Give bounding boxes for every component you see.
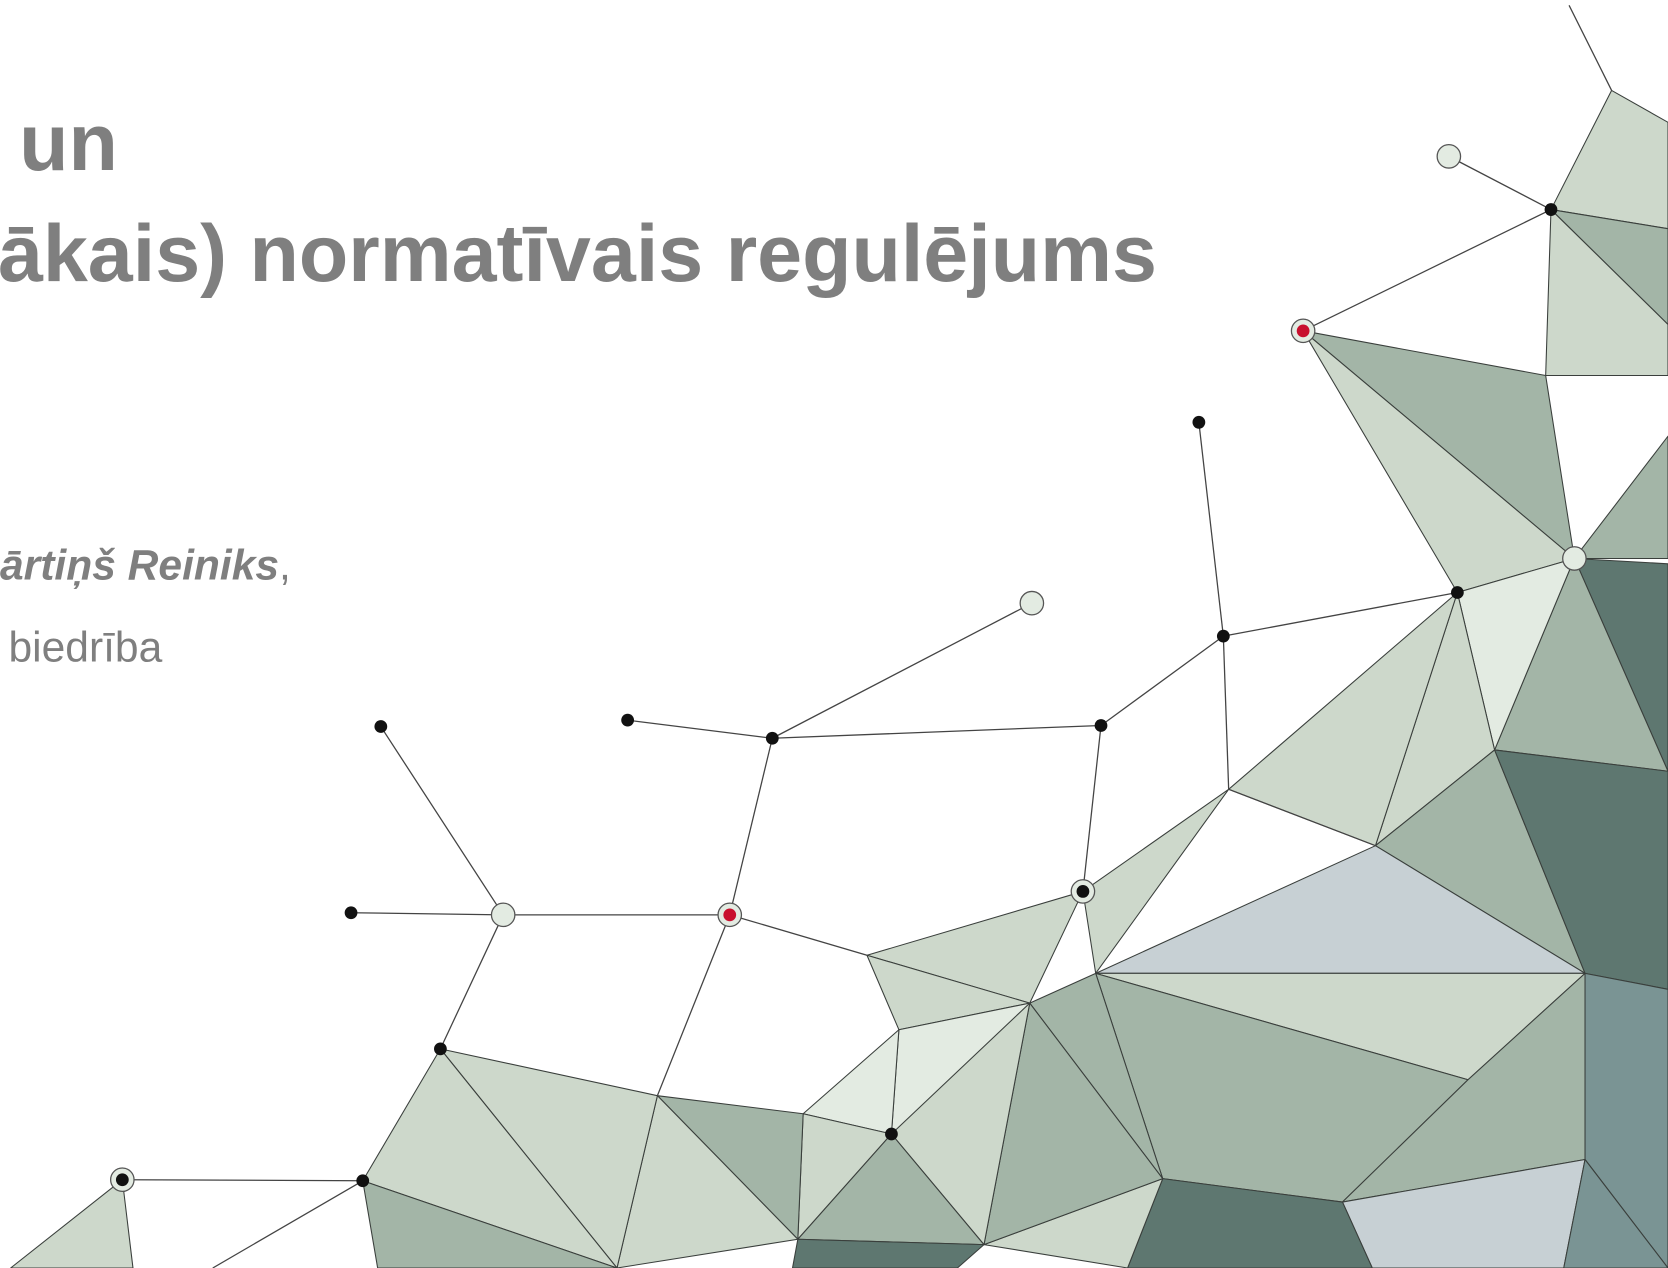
title-line: ākais) normatīvais regulējums [0,209,1157,299]
title-line: un [19,98,118,188]
author-suffix: , [279,542,291,590]
author: ārtiņš Reiniks, [0,542,291,590]
network-graphic [10,5,1668,1268]
organization: biedrība [9,624,163,672]
author-name: ārtiņš Reiniks [0,542,279,590]
